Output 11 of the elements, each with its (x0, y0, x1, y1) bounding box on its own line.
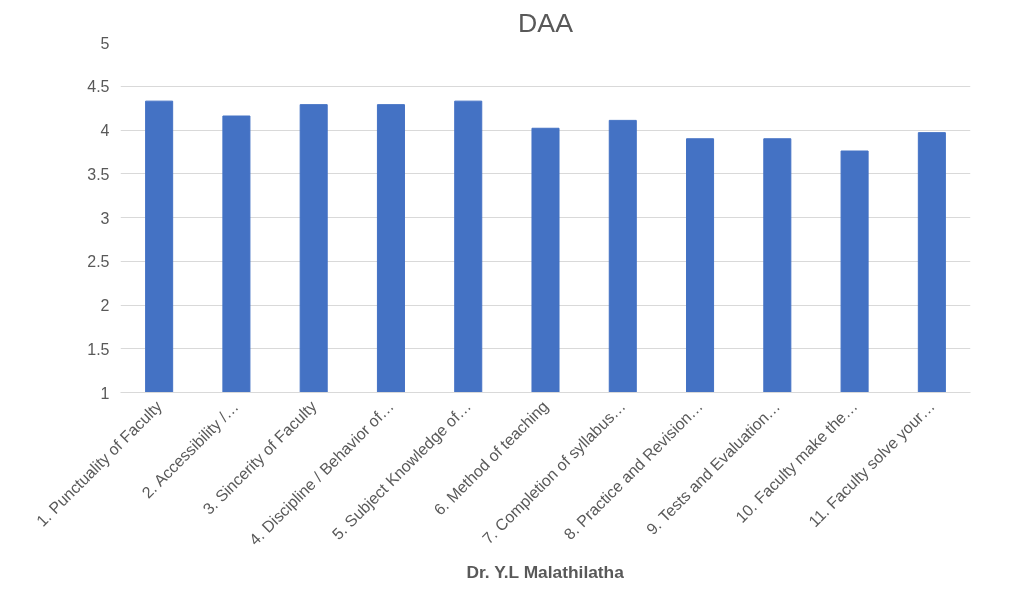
y-tick-label: 2 (100, 297, 110, 314)
y-tick-label: 1.5 (87, 340, 110, 358)
y-tick-label: 3 (100, 209, 110, 227)
y-tick-label: 5 (100, 34, 110, 52)
y-tick-label: 4 (100, 122, 110, 139)
y-tick-label: 3.5 (87, 165, 110, 183)
x-axis-title: Dr. Y.L Malathilatha (466, 562, 625, 583)
chart-title: DAA (518, 7, 574, 38)
y-tick-label: 1 (100, 384, 110, 402)
y-tick-label: 2.5 (87, 253, 110, 271)
y-tick-label: 4.5 (87, 78, 110, 96)
